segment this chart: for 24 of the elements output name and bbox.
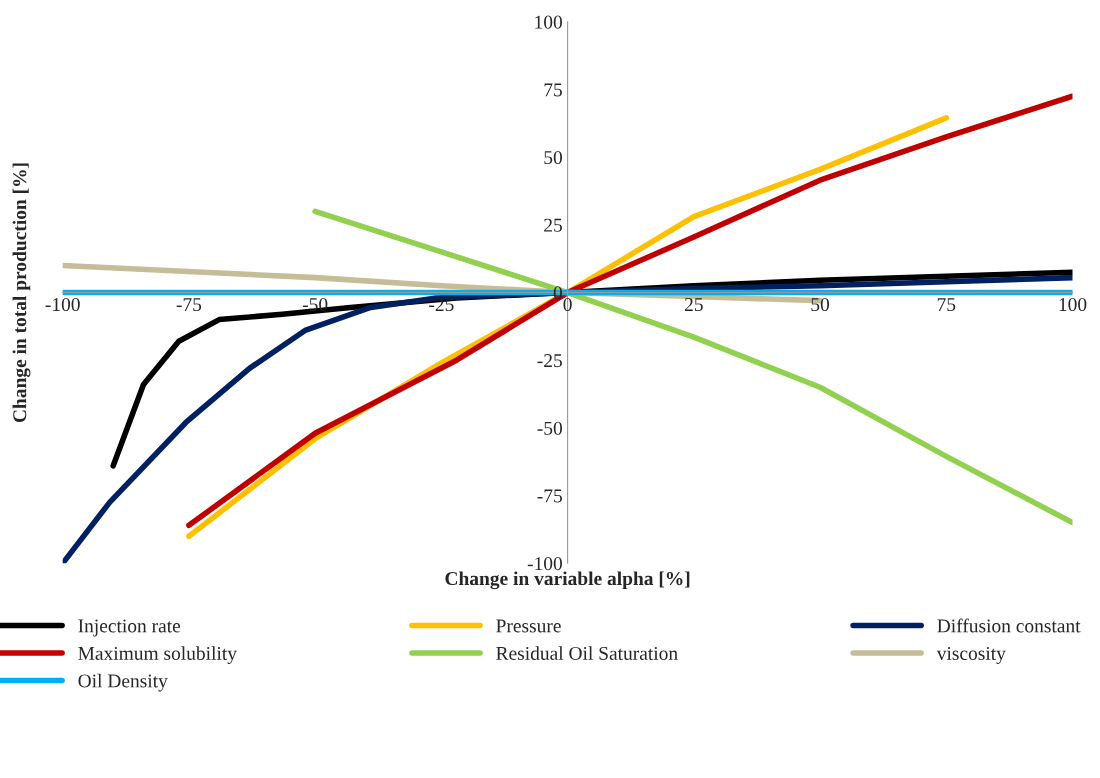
legend-label: viscosity	[936, 646, 1006, 664]
legend-label: Injection rate	[78, 619, 181, 637]
legend-label: Diffusion constant	[937, 618, 1081, 633]
y-tick-label: -25	[537, 354, 562, 368]
legend-label: Oil Density	[78, 673, 168, 692]
y-tick-label: -75	[537, 489, 562, 503]
x-tick-label: -75	[176, 298, 202, 312]
y-tick-label: -50	[537, 421, 562, 435]
legend-label: Residual Oil Saturation	[496, 646, 678, 660]
y-tick-label: 100	[535, 15, 562, 29]
x-axis-title: Change in variable alpha [%]	[445, 571, 690, 590]
legend-label: Pressure	[496, 619, 561, 633]
x-tick-label: 0	[563, 297, 572, 312]
y-axis-title: Change in total production [%]	[12, 163, 31, 423]
x-tick-label: -100	[45, 297, 80, 312]
x-tick-label: 100	[1059, 297, 1087, 312]
x-tick-label: 50	[811, 297, 830, 312]
x-tick-label: 25	[684, 298, 703, 312]
y-tick-label: -100	[527, 557, 562, 571]
y-tick-label: 50	[544, 150, 562, 165]
x-tick-label: 75	[937, 298, 956, 312]
y-tick-label: 75	[544, 83, 562, 97]
legend-label: Maximum solubility	[78, 646, 237, 664]
y-tick-label: 25	[544, 218, 562, 232]
